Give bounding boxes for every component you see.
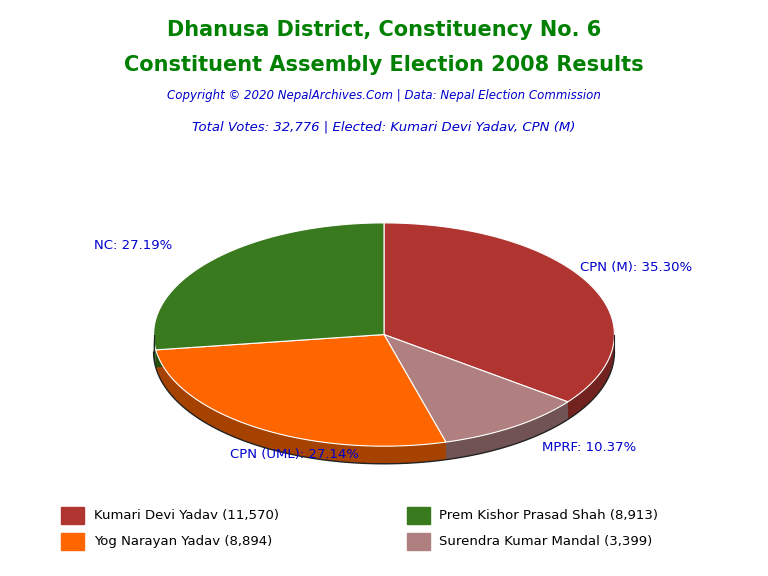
Polygon shape (154, 223, 384, 350)
Polygon shape (384, 335, 568, 442)
Polygon shape (446, 402, 568, 460)
Text: Copyright © 2020 NepalArchives.Com | Data: Nepal Election Commission: Copyright © 2020 NepalArchives.Com | Dat… (167, 89, 601, 103)
Text: Surendra Kumar Mandal (3,399): Surendra Kumar Mandal (3,399) (439, 535, 653, 548)
Text: MPRF: 10.37%: MPRF: 10.37% (542, 441, 637, 454)
Polygon shape (154, 335, 156, 367)
Polygon shape (384, 335, 568, 419)
Text: CPN (UML): 27.14%: CPN (UML): 27.14% (230, 449, 359, 461)
Polygon shape (156, 335, 446, 446)
Text: Total Votes: 32,776 | Elected: Kumari Devi Yadav, CPN (M): Total Votes: 32,776 | Elected: Kumari De… (192, 121, 576, 134)
Polygon shape (384, 335, 568, 419)
Polygon shape (156, 350, 446, 464)
Polygon shape (384, 335, 446, 460)
Text: Prem Kishor Prasad Shah (8,913): Prem Kishor Prasad Shah (8,913) (439, 509, 658, 522)
Polygon shape (384, 335, 446, 460)
Text: Yog Narayan Yadav (8,894): Yog Narayan Yadav (8,894) (94, 535, 272, 548)
Polygon shape (156, 335, 384, 367)
Text: Kumari Devi Yadav (11,570): Kumari Devi Yadav (11,570) (94, 509, 279, 522)
Text: NC: 27.19%: NC: 27.19% (94, 238, 172, 252)
Text: Constituent Assembly Election 2008 Results: Constituent Assembly Election 2008 Resul… (124, 55, 644, 75)
Text: CPN (M): 35.30%: CPN (M): 35.30% (580, 261, 692, 274)
Text: Dhanusa District, Constituency No. 6: Dhanusa District, Constituency No. 6 (167, 20, 601, 40)
Polygon shape (568, 336, 614, 419)
Polygon shape (156, 335, 384, 367)
Polygon shape (384, 223, 614, 402)
